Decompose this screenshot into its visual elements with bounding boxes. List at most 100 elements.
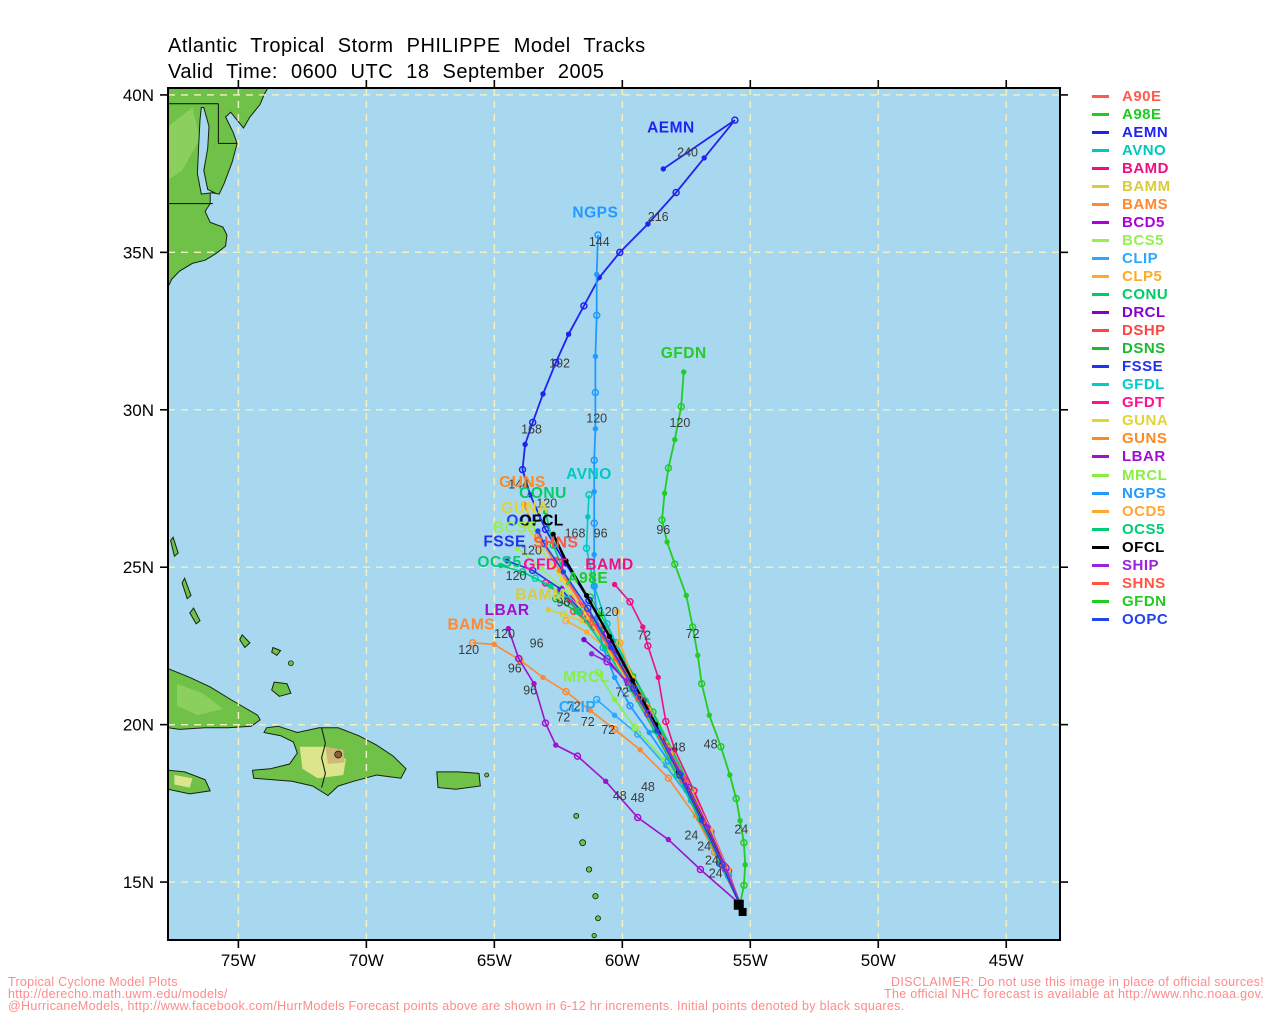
map-label-AEMN: AEMN: [647, 120, 695, 137]
map-label-OOPC: OOPC: [506, 512, 554, 529]
legend-label: BAMD: [1122, 159, 1169, 177]
hour-label: 72: [581, 715, 595, 729]
hour-label: 72: [615, 685, 629, 699]
jamaica-terrain-patch: [174, 775, 193, 788]
legend-dash-icon: [1092, 419, 1109, 423]
legend-item-MRCL: MRCL: [1092, 466, 1171, 484]
map-label-BAMS: BAMS: [447, 617, 495, 634]
legend-dash-icon: [1092, 545, 1109, 549]
hour-label: 168: [565, 526, 586, 540]
legend-label: A98E: [1122, 105, 1162, 123]
footer-credit-line-3: @HurricaneModels, http://www.facebook.co…: [8, 999, 905, 1014]
legend-dash-icon: [1092, 491, 1109, 495]
hour-label: 48: [672, 740, 686, 754]
hour-label: 120: [494, 627, 515, 641]
map-frame: [167, 87, 1061, 941]
y-tick-label: 20N: [123, 716, 154, 735]
legend-item-GUNS: GUNS: [1092, 430, 1171, 448]
legend-dash-icon: [1092, 581, 1109, 585]
hour-label: 72: [686, 627, 700, 641]
map-label-GFDT: GFDT: [523, 557, 567, 574]
us-terrain-patch: [168, 107, 200, 180]
legend-item-BAMD: BAMD: [1092, 159, 1171, 177]
legend-label: CONU: [1122, 286, 1169, 304]
map-label-OFCL: OFCL: [520, 512, 564, 529]
hour-label: 168: [521, 422, 542, 436]
hour-label: 120: [586, 411, 607, 425]
legend-label: GUNA: [1122, 412, 1169, 430]
legend-dash-icon: [1092, 220, 1109, 224]
legend-label: CLP5: [1122, 267, 1163, 285]
legend-label: OCD5: [1122, 502, 1166, 520]
legend-dash-icon: [1092, 509, 1109, 513]
y-tick-label: 25N: [123, 558, 154, 577]
legend-label: OFCL: [1122, 538, 1165, 556]
legend-dash-icon: [1092, 130, 1109, 134]
great-inagua: [271, 681, 292, 697]
footer-disclaimer-line-2: The official NHC forecast is available a…: [884, 987, 1264, 1002]
map-label-CONU: CONU: [519, 485, 567, 502]
legend-dash-icon: [1092, 202, 1109, 206]
legend-label: OOPC: [1122, 610, 1169, 628]
legend-item-DSNS: DSNS: [1092, 340, 1171, 358]
legend-dash-icon: [1092, 599, 1109, 603]
x-tick-label: 55W: [733, 951, 768, 970]
puerto-rico: [436, 771, 481, 790]
x-tick-label: 70W: [349, 951, 384, 970]
hour-label: 48: [631, 791, 645, 805]
hour-label: 192: [549, 356, 570, 370]
legend-item-GFDT: GFDT: [1092, 394, 1171, 412]
y-tick-label: 40N: [123, 86, 154, 105]
hour-label: 24: [697, 840, 711, 854]
legend-label: NGPS: [1122, 484, 1167, 502]
legend-label: SHIP: [1122, 556, 1160, 574]
legend-label: SHNS: [1122, 574, 1166, 592]
legend-item-GFDL: GFDL: [1092, 376, 1171, 394]
legend-item-LBAR: LBAR: [1092, 448, 1171, 466]
legend-dash-icon: [1092, 238, 1109, 242]
legend-item-CLP5: CLP5: [1092, 267, 1171, 285]
antigua: [573, 813, 580, 819]
legend-item-BCD5: BCD5: [1092, 213, 1171, 231]
map-label-AVNO: AVNO: [566, 466, 612, 483]
map-label-GFDN: GFDN: [661, 345, 707, 362]
footer-credit-line-1: Tropical Cyclone Model Plots: [8, 975, 178, 989]
initial-point-square: [733, 899, 744, 910]
legend-dash-icon: [1092, 166, 1109, 170]
hour-label: 120: [536, 496, 557, 510]
legend-label: AVNO: [1122, 141, 1167, 159]
hour-label: 48: [613, 789, 627, 803]
hour-label: 120: [598, 605, 619, 619]
model-track-LBAR: [505, 625, 741, 905]
x-tick-label: 65W: [477, 951, 512, 970]
map-label-OCS5: OCS5: [477, 554, 521, 571]
hour-label: 120: [506, 569, 527, 583]
legend-item-FSSE: FSSE: [1092, 358, 1171, 376]
map-label-NGPS: NGPS: [572, 205, 618, 222]
legend-item-AEMN: AEMN: [1092, 123, 1171, 141]
legend-dash-icon: [1092, 347, 1109, 351]
hour-label: 120: [521, 544, 542, 558]
hour-label: 120: [458, 643, 479, 657]
legend-item-OFCL: OFCL: [1092, 538, 1171, 556]
y-tick-label: 15N: [123, 873, 154, 892]
footer-disclaimer: DISCLAIMER: Do not use this image in pla…: [884, 976, 1264, 1002]
legend: A90E A98E AEMN AVNO BAMD BAMM BAMS BCD5 BCS5 CLIP…: [1092, 87, 1171, 628]
map-label-SHNS: SHNS: [533, 535, 578, 552]
legend-label: DSNS: [1122, 340, 1166, 358]
hour-label: 24: [734, 822, 748, 836]
legend-dash-icon: [1092, 148, 1109, 152]
legend-dash-icon: [1092, 329, 1109, 333]
hour-label: 96: [556, 596, 570, 610]
hour-label: 96: [530, 637, 544, 651]
guadeloupe: [579, 839, 587, 847]
legend-dash-icon: [1092, 274, 1109, 278]
legend-dash-icon: [1092, 293, 1109, 297]
legend-dash-icon: [1092, 617, 1109, 621]
hour-label: 24: [705, 854, 719, 868]
x-tick-label: 45W: [989, 951, 1024, 970]
hour-label: 96: [656, 523, 670, 537]
st-lucia: [595, 915, 601, 922]
